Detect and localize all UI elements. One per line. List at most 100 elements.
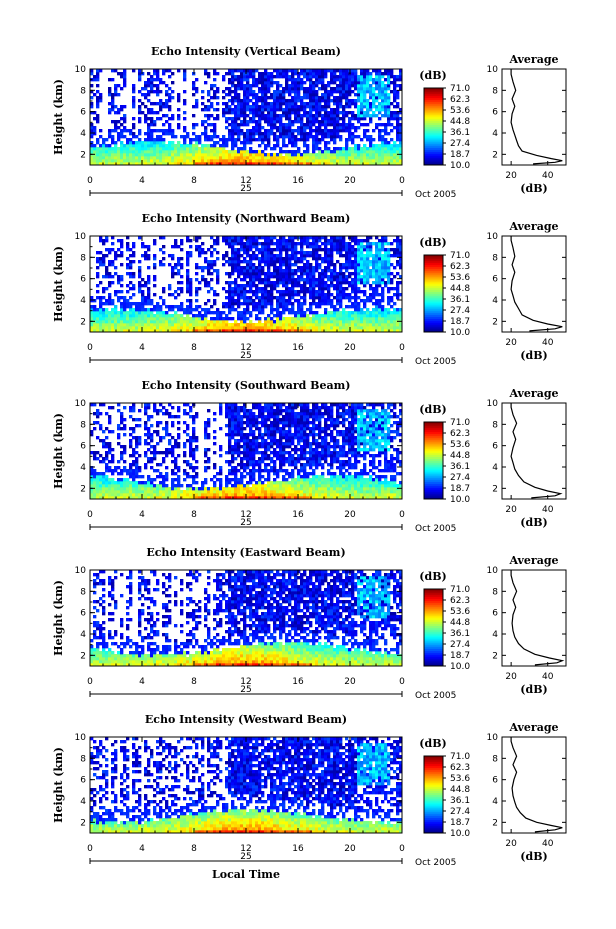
heatmap-cell [162, 114, 166, 118]
heatmap-cell [177, 141, 181, 145]
heatmap-cell [291, 251, 295, 255]
heatmap-cell [366, 236, 370, 240]
heatmap-cell [246, 153, 250, 157]
month-label: Oct 2005 [415, 190, 456, 200]
heatmap-cell [114, 311, 118, 315]
heatmap-cell [288, 126, 292, 130]
heatmap-cell [240, 69, 244, 73]
heatmap-cell [291, 317, 295, 321]
heatmap-cell [183, 144, 187, 148]
heatmap-cell [354, 135, 358, 139]
heatmap-cell [351, 326, 355, 330]
heatmap-cell [387, 120, 391, 124]
heatmap-cell [123, 320, 127, 324]
heatmap-cell [225, 144, 229, 148]
heatmap-cell [204, 311, 208, 315]
heatmap-cell [357, 84, 361, 88]
heatmap-cell [348, 111, 352, 115]
heatmap-cell [354, 102, 358, 106]
heatmap-cell [159, 147, 163, 151]
heatmap-cell [375, 96, 379, 100]
heatmap-cell [333, 87, 337, 91]
heatmap-cell [252, 281, 256, 285]
heatmap-cell [333, 239, 337, 243]
heatmap-cell [366, 281, 370, 285]
heatmap-cell [315, 141, 319, 145]
heatmap-cell [336, 272, 340, 276]
heatmap-cell [231, 141, 235, 145]
heatmap-cell [273, 323, 277, 327]
heatmap-cell [234, 284, 238, 288]
heatmap-cell [141, 102, 145, 106]
heatmap-cell [378, 260, 382, 264]
heatmap-cell [357, 239, 361, 243]
heatmap-cell [90, 493, 94, 497]
heatmap-cell [123, 466, 127, 470]
colorbar-segment [424, 314, 443, 318]
heatmap-cell [138, 275, 142, 279]
heatmap-cell [354, 72, 358, 76]
heatmap-cell [357, 78, 361, 82]
heatmap-cell [222, 114, 226, 118]
y-tick-label: 8 [80, 86, 86, 96]
heatmap-cell [258, 242, 262, 246]
heatmap-cell [135, 141, 139, 145]
heatmap-cell [189, 156, 193, 160]
heatmap-cell [234, 269, 238, 273]
heatmap-cell [120, 75, 124, 79]
heatmap-cell [264, 135, 268, 139]
heatmap-cell [111, 448, 115, 452]
heatmap-cell [120, 156, 124, 160]
average-xlabel: (dB) [520, 349, 547, 362]
colorbar-segment [424, 111, 443, 114]
heatmap-cell [348, 84, 352, 88]
heatmap-cell [150, 132, 154, 136]
heatmap-cell [150, 120, 154, 124]
heatmap-cell [300, 290, 304, 294]
heatmap-cell [396, 135, 400, 139]
heatmap-cell [315, 72, 319, 76]
heatmap-cell [276, 156, 280, 160]
heatmap-cell [294, 293, 298, 297]
heatmap-cell [249, 329, 253, 333]
heatmap-cell [357, 326, 361, 330]
heatmap-cell [129, 493, 133, 497]
heatmap-cell [213, 326, 217, 330]
heatmap-cell [351, 305, 355, 309]
heatmap-cell [132, 326, 136, 330]
heatmap-cell [114, 69, 118, 73]
heatmap-cell [198, 326, 202, 330]
heatmap-cell [267, 114, 271, 118]
heatmap-cell [357, 126, 361, 130]
heatmap-cell [210, 87, 214, 91]
heatmap-cell [183, 117, 187, 121]
heatmap-cell [243, 123, 247, 127]
heatmap-cell [114, 490, 118, 494]
heatmap-cell [288, 87, 292, 91]
heatmap-cell [291, 96, 295, 100]
heatmap-cell [351, 150, 355, 154]
heatmap-cell [384, 314, 388, 318]
heatmap-cell [111, 69, 115, 73]
heatmap-cell [312, 329, 316, 333]
heatmap-cell [348, 138, 352, 142]
heatmap-cell [294, 281, 298, 285]
heatmap-cell [165, 147, 169, 151]
heatmap-cell [330, 314, 334, 318]
heatmap-cell [144, 317, 148, 321]
heatmap-cell [108, 144, 112, 148]
heatmap-cell [165, 162, 169, 166]
colorbar-tick-label: 18.7 [450, 150, 470, 160]
heatmap-cell [369, 84, 373, 88]
heatmap-cell [315, 254, 319, 258]
heatmap-cell [369, 242, 373, 246]
heatmap-cell [195, 159, 199, 163]
heatmap-cell [282, 323, 286, 327]
heatmap-cell [201, 147, 205, 151]
heatmap-cell [126, 481, 130, 485]
heatmap-cell [339, 263, 343, 267]
heatmap-cell [102, 478, 106, 482]
heatmap-cell [243, 111, 247, 115]
heatmap-cell [366, 81, 370, 85]
heatmap-cell [336, 296, 340, 300]
